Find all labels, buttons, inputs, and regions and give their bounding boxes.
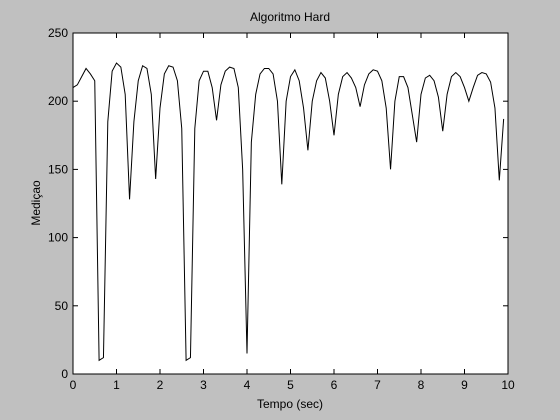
x-tick-label: 0 xyxy=(70,378,77,392)
x-tick-label: 10 xyxy=(501,378,515,392)
y-tick-label: 200 xyxy=(48,94,68,108)
y-tick-label: 0 xyxy=(61,367,68,381)
x-tick-label: 6 xyxy=(331,378,338,392)
y-tick-label: 150 xyxy=(48,162,68,176)
y-tick-label: 250 xyxy=(48,26,68,40)
y-tick-label: 100 xyxy=(48,231,68,245)
x-tick-label: 2 xyxy=(157,378,164,392)
data-line xyxy=(72,62,505,362)
x-tick-label: 5 xyxy=(287,378,294,392)
y-tick-label: 50 xyxy=(55,299,69,313)
x-tick-label: 3 xyxy=(200,378,207,392)
y-axis-label: Mediçao xyxy=(29,180,43,226)
x-tick-label: 7 xyxy=(374,378,381,392)
x-tick-label: 4 xyxy=(244,378,251,392)
x-tick-label: 8 xyxy=(418,378,425,392)
x-axis-label: Tempo (sec) xyxy=(257,397,323,411)
x-tick-label: 9 xyxy=(461,378,468,392)
chart-title: Algoritmo Hard xyxy=(250,10,330,24)
x-tick-label: 1 xyxy=(113,378,120,392)
axes-box xyxy=(72,32,509,375)
